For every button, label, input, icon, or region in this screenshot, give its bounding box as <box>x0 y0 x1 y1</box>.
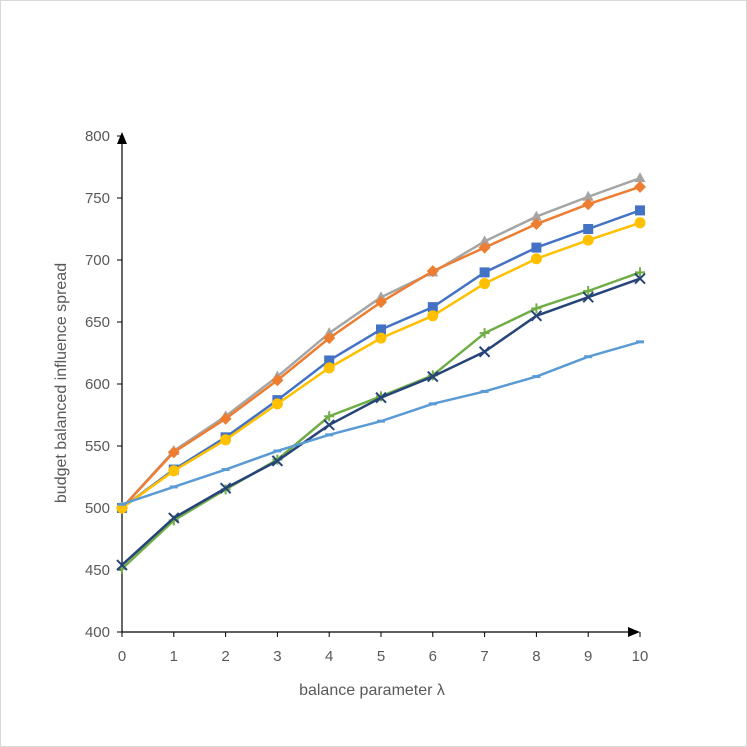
y-ticks: 400 450 500 550 600 650 700 750 800 <box>85 128 122 641</box>
data-point <box>582 291 594 303</box>
data-point <box>324 411 335 422</box>
y-tick-label: 800 <box>85 128 110 145</box>
data-point <box>325 433 334 437</box>
x-tick-label: 6 <box>429 648 437 665</box>
data-point <box>167 446 180 459</box>
data-point <box>634 172 646 183</box>
series-line <box>121 209 641 510</box>
x-ticks: 0 1 2 3 4 5 6 7 8 9 10 <box>118 632 649 665</box>
x-axis-title: balance parameter λ <box>299 682 445 699</box>
x-tick-label: 8 <box>532 648 540 665</box>
series-x <box>116 272 646 571</box>
data-point <box>323 332 336 345</box>
data-point <box>478 241 491 254</box>
data-point <box>427 302 438 313</box>
data-point <box>376 324 386 335</box>
data-point <box>219 482 232 494</box>
data-point <box>168 465 180 477</box>
y-tick-label: 600 <box>85 376 110 393</box>
data-point <box>479 267 490 278</box>
series-diamond <box>116 180 646 514</box>
data-point <box>583 286 594 296</box>
data-point <box>479 328 490 339</box>
data-point <box>323 419 335 431</box>
axes <box>117 132 640 637</box>
x-tick-label: 3 <box>273 648 281 665</box>
data-point <box>273 449 282 453</box>
data-point <box>219 412 232 425</box>
y-axis-title: budget balanced influence spread <box>53 263 70 503</box>
data-point <box>532 375 541 379</box>
x-tick-label: 0 <box>118 648 126 665</box>
y-tick-label: 500 <box>85 500 110 517</box>
series-dash <box>118 340 644 506</box>
series-square <box>117 205 645 513</box>
series-layer <box>116 172 646 574</box>
data-point <box>635 267 645 278</box>
data-point <box>118 502 126 506</box>
data-point <box>530 218 543 231</box>
x-tick-label: 1 <box>170 648 178 665</box>
y-tick-label: 650 <box>85 314 110 331</box>
y-tick-label: 750 <box>85 190 110 207</box>
series-line <box>121 340 641 506</box>
data-point <box>426 265 439 278</box>
data-point <box>271 398 283 410</box>
data-point <box>168 512 180 524</box>
data-point <box>428 402 437 406</box>
data-point <box>582 234 594 246</box>
data-point <box>584 355 593 359</box>
data-point <box>427 370 439 383</box>
data-point <box>530 253 542 265</box>
data-point <box>220 434 232 446</box>
data-point <box>634 272 646 285</box>
data-point <box>169 485 178 489</box>
data-point <box>271 374 284 387</box>
data-point <box>634 217 646 229</box>
x-axis-arrowhead <box>628 627 640 637</box>
x-tick-label: 2 <box>221 648 229 665</box>
data-point <box>635 205 645 216</box>
data-point <box>478 346 491 358</box>
y-tick-label: 450 <box>85 562 110 579</box>
x-tick-label: 7 <box>480 648 488 665</box>
y-tick-label: 700 <box>85 252 110 269</box>
data-point <box>271 455 284 467</box>
data-point <box>324 355 335 366</box>
data-point <box>375 332 387 344</box>
data-point <box>323 362 335 374</box>
data-point <box>531 303 542 314</box>
data-point <box>530 310 543 322</box>
data-point <box>636 340 644 344</box>
data-point <box>480 389 489 393</box>
data-point <box>583 224 594 234</box>
series-line <box>121 185 641 509</box>
data-point <box>634 180 646 193</box>
data-point <box>221 468 230 472</box>
y-tick-label: 400 <box>85 624 110 641</box>
data-point <box>375 296 387 309</box>
data-point <box>582 190 594 201</box>
data-point <box>479 235 491 246</box>
data-point <box>531 242 542 253</box>
data-point <box>530 210 542 221</box>
data-point <box>427 310 439 322</box>
x-tick-label: 10 <box>632 648 649 665</box>
x-tick-label: 9 <box>584 648 592 665</box>
y-axis-arrowhead <box>117 132 127 144</box>
y-tick-label: 550 <box>85 438 110 455</box>
data-point <box>479 278 491 290</box>
data-point <box>377 419 385 423</box>
x-tick-label: 4 <box>325 648 333 665</box>
data-point <box>582 198 595 211</box>
x-tick-label: 5 <box>377 648 385 665</box>
data-point <box>116 559 128 571</box>
data-point <box>375 391 387 404</box>
